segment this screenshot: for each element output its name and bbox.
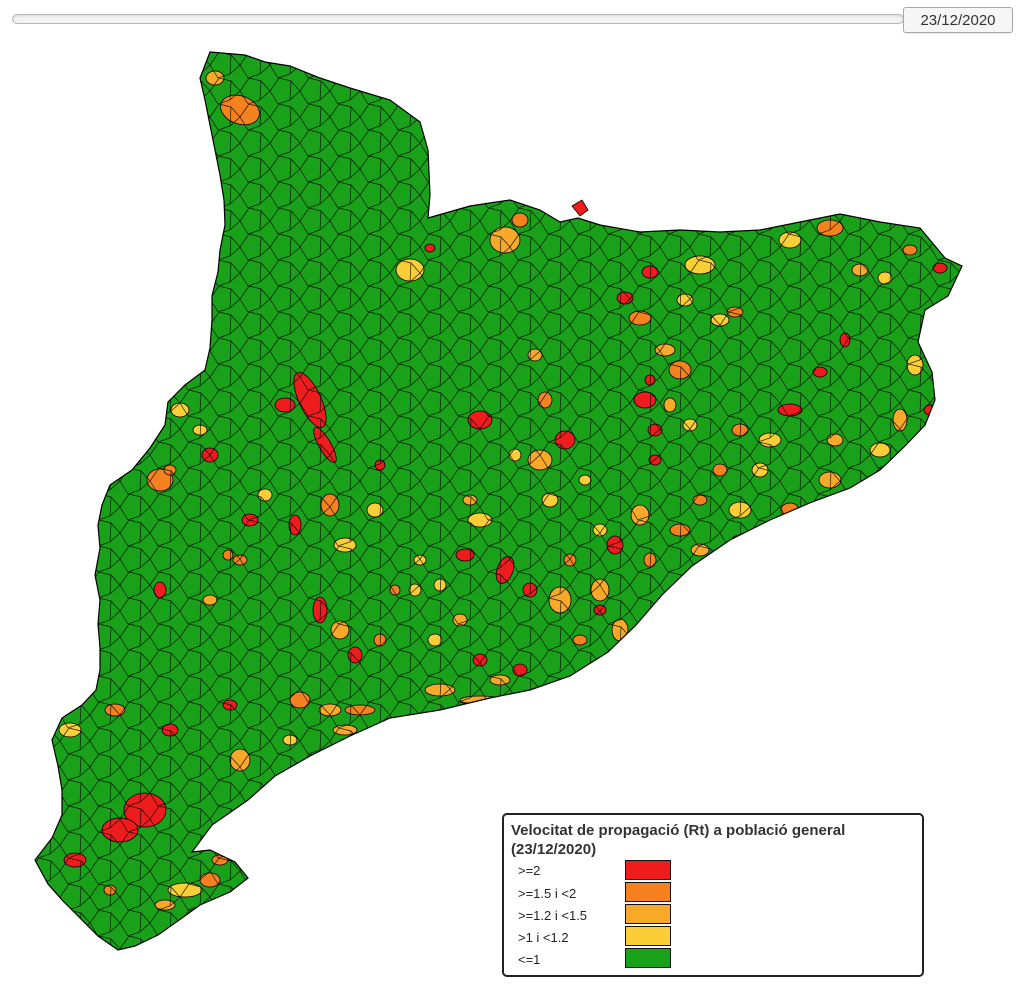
- catalonia-outline: [34, 51, 963, 951]
- municipality-region[interactable]: [621, 643, 639, 657]
- map-legend: Velocitat de propagació (Rt) a població …: [502, 813, 924, 977]
- municipality-region[interactable]: [823, 514, 837, 526]
- legend-subtitle: (23/12/2020): [511, 841, 597, 858]
- legend-label-4: >1 i <1.2: [518, 930, 569, 945]
- legend-label-2: >=1.5 i <2: [518, 886, 577, 901]
- legend-swatch-3: [625, 904, 671, 924]
- enclave-region[interactable]: [571, 199, 589, 217]
- legend-swatch-1: [625, 860, 671, 880]
- legend-swatch-2: [625, 882, 671, 902]
- legend-label-5: <=1: [518, 952, 541, 967]
- municipality-region[interactable]: [712, 553, 728, 567]
- municipality-region[interactable]: [548, 684, 572, 696]
- legend-label-1: >=2: [518, 863, 541, 878]
- date-display[interactable]: 23/12/2020: [903, 7, 1013, 33]
- legend-swatch-4: [625, 926, 671, 946]
- legend-label-3: >=1.2 i <1.5: [518, 908, 588, 923]
- legend-title: Velocitat de propagació (Rt) a població …: [511, 822, 846, 839]
- legend-swatch-5: [625, 948, 671, 968]
